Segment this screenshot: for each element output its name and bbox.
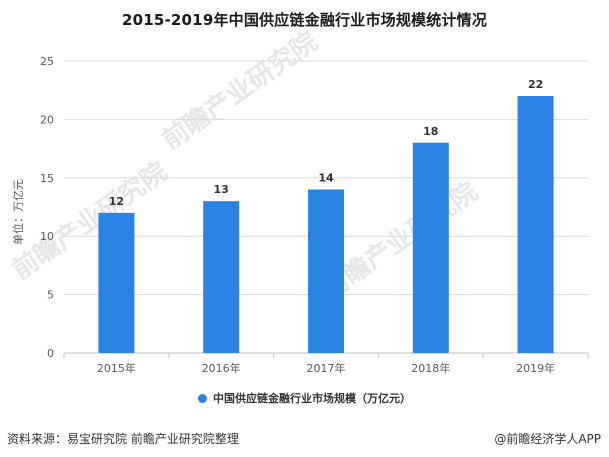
- y-tick-label: 10: [40, 230, 54, 243]
- y-tick-label: 0: [47, 347, 54, 360]
- data-label: 12: [109, 195, 124, 208]
- watermark-text: 前瞻产业研究院: [156, 26, 323, 156]
- data-label: 13: [214, 183, 229, 196]
- bar: [203, 201, 240, 353]
- credit-note: @前瞻经济学人APP: [494, 432, 601, 446]
- bars: [98, 96, 554, 353]
- watermark-text: 前瞻产业研究院: [6, 156, 173, 286]
- bar: [412, 142, 449, 353]
- y-tick-label: 20: [40, 113, 54, 126]
- x-tick-label: 2015年: [97, 361, 136, 375]
- legend: 中国供应链金融行业市场规模（万亿元）: [0, 390, 609, 406]
- y-axis-title: 单位：万亿元: [11, 179, 25, 245]
- bar: [308, 189, 344, 353]
- y-tick-label: 15: [40, 172, 54, 185]
- x-tick-label: 2019年: [516, 361, 555, 375]
- data-label: 18: [423, 125, 438, 138]
- bar: [517, 96, 554, 353]
- chart-title: 2015-2019年中国供应链金融行业市场规模统计情况: [121, 11, 488, 29]
- x-tick-label: 2017年: [307, 361, 346, 375]
- data-label: 22: [528, 78, 543, 91]
- source-note: 资料来源：易宝研究院 前瞻产业研究院整理: [7, 432, 239, 446]
- labels: 0 5 10 15 20 25 12 2015年 13 2016年 14 2017年 18 2018年 22…: [40, 55, 555, 375]
- y-tick-label: 5: [47, 289, 54, 302]
- data-label: 14: [318, 171, 334, 184]
- x-tick-label: 2016年: [202, 361, 241, 375]
- legend-label: 中国供应链金融行业市场规模（万亿元）: [213, 392, 411, 405]
- x-tick-label: 2018年: [411, 361, 450, 375]
- y-tick-label: 25: [40, 55, 54, 68]
- watermark-group: 前瞻产业研究院 前瞻产业研究院 前瞻产业研究院: [6, 26, 483, 306]
- bar: [98, 212, 135, 353]
- axes: [63, 352, 589, 358]
- legend-swatch: [198, 393, 207, 403]
